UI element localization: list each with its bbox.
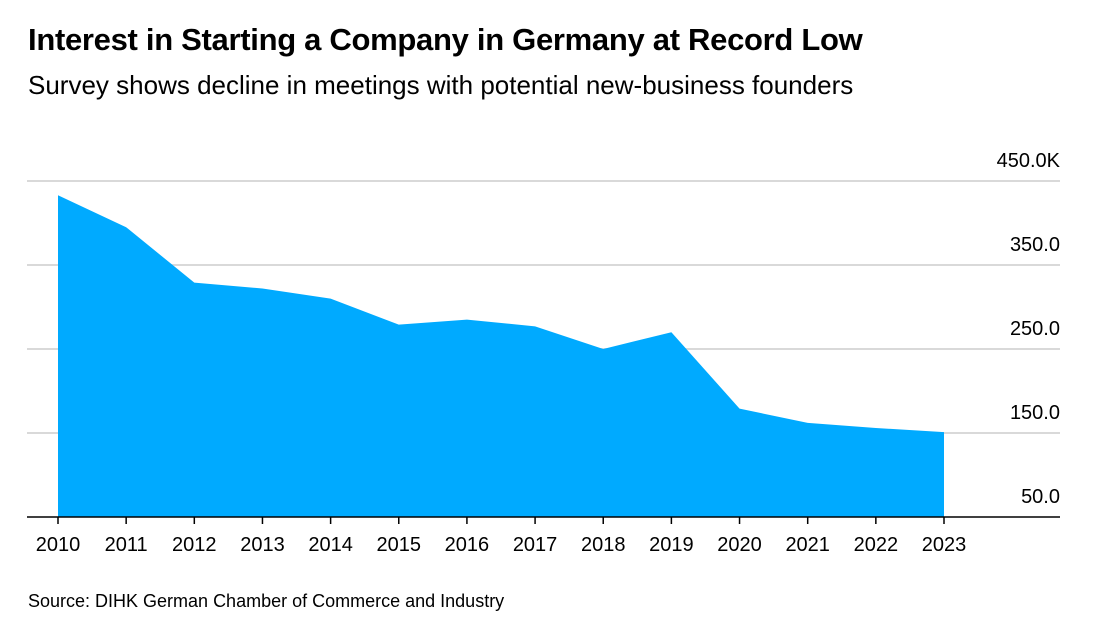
area-series — [58, 195, 944, 517]
chart-subtitle: Survey shows decline in meetings with po… — [28, 70, 854, 100]
x-tick-label: 2020 — [717, 534, 762, 556]
chart-title: Interest in Starting a Company in German… — [28, 22, 863, 57]
x-tick-label: 2021 — [785, 534, 830, 556]
y-tick-label: 350.0 — [1010, 234, 1060, 256]
y-tick-label: 250.0 — [1010, 318, 1060, 340]
x-tick-label: 2019 — [649, 534, 694, 556]
x-tick-label: 2015 — [377, 534, 422, 556]
source-note: Source: DIHK German Chamber of Commerce … — [28, 591, 505, 611]
x-tick-label: 2013 — [240, 534, 285, 556]
x-tick-label: 2012 — [172, 534, 217, 556]
x-tick-label: 2022 — [854, 534, 899, 556]
x-tick-label: 2018 — [581, 534, 626, 556]
x-tick-label: 2017 — [513, 534, 558, 556]
x-tick-label: 2011 — [105, 534, 148, 556]
y-tick-label: 450.0K — [997, 150, 1061, 172]
y-tick-label: 50.0 — [1021, 486, 1060, 508]
x-tick-label: 2014 — [308, 534, 353, 556]
y-tick-label: 150.0 — [1010, 402, 1060, 424]
x-tick-label: 2016 — [445, 534, 490, 556]
x-tick-label: 2023 — [922, 534, 967, 556]
x-tick-label: 2010 — [36, 534, 81, 556]
